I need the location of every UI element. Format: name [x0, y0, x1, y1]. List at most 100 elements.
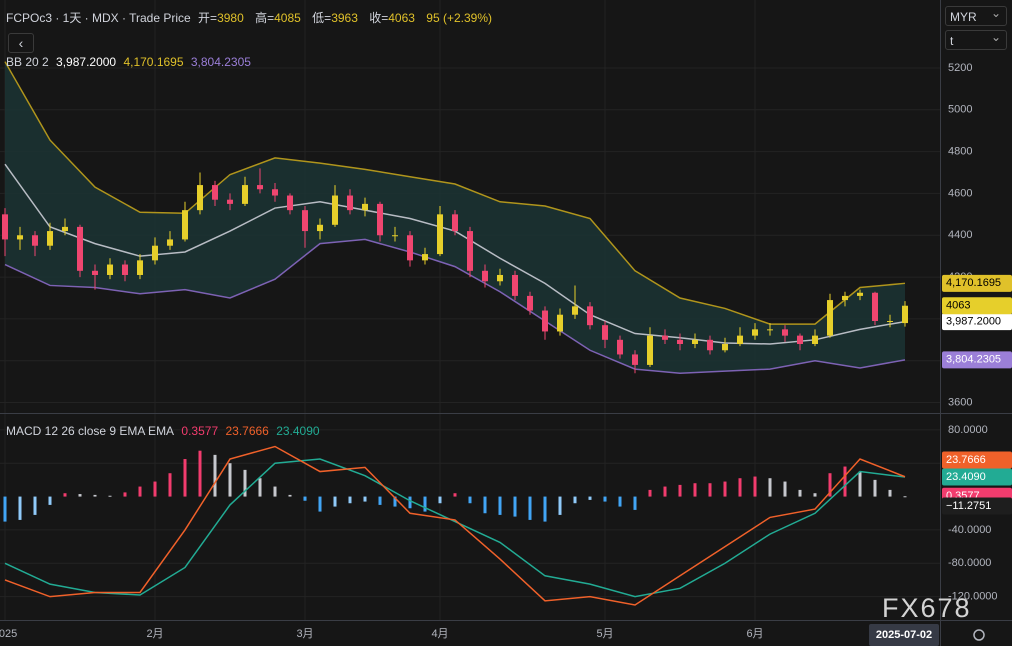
candle-body [272, 189, 278, 195]
ohlc-label: 低= [312, 11, 331, 25]
histogram-bar [139, 487, 142, 497]
candle-body [902, 306, 908, 323]
price-change: 95 (+2.39%) [426, 11, 492, 25]
bb-header: BB 20 2 3,987.2000 4,170.1695 3,804.2305 [6, 55, 255, 69]
back-button[interactable]: ‹ [8, 33, 34, 53]
y-tick-label: -40.0000 [948, 524, 991, 536]
candle-body [587, 306, 593, 325]
macd-value: 23.4090 [276, 424, 319, 438]
histogram-bar [109, 496, 112, 497]
candle-body [2, 214, 8, 239]
histogram-bar [319, 497, 322, 512]
histogram-bar [604, 497, 607, 502]
histogram-bar [799, 490, 802, 497]
ohlc-value: 4085 [274, 11, 301, 25]
candle-body [692, 340, 698, 344]
candle-body [287, 196, 293, 211]
candle-body [422, 254, 428, 260]
candle-body [752, 329, 758, 335]
candle-body [647, 336, 653, 365]
candle-body [632, 354, 638, 364]
candle-body [242, 185, 248, 204]
candle-body [737, 336, 743, 344]
candle-body [617, 340, 623, 355]
y-tick-label: 5200 [948, 62, 972, 74]
candle-body [17, 235, 23, 239]
y-tick-label: 3600 [948, 396, 972, 408]
chart-title: FCPOc3 · 1天 · MDX · Trade Price [6, 11, 191, 25]
histogram-bar [49, 497, 52, 505]
histogram-bar [199, 451, 202, 497]
candle-body [857, 293, 863, 296]
histogram-bar [499, 497, 502, 515]
ohlc-value: 4063 [388, 11, 415, 25]
currency-dropdown[interactable]: MYR [945, 6, 1007, 26]
ohlc-item: 低=3963 [312, 11, 362, 25]
bb-value: 3,804.2305 [191, 55, 251, 69]
x-tick-label: 4月 [431, 628, 448, 640]
macd-value: 23.7666 [225, 424, 268, 438]
histogram-bar [739, 478, 742, 496]
histogram-bar [769, 478, 772, 496]
histogram-bar [94, 495, 97, 497]
histogram-bar [859, 472, 862, 497]
histogram-bar [64, 493, 67, 496]
histogram-bar [574, 497, 577, 504]
histogram-bar [679, 485, 682, 497]
candle-body [137, 260, 143, 275]
candle-body [407, 235, 413, 260]
histogram-bar [169, 473, 172, 496]
candle-body [767, 329, 773, 330]
y-tick-label: 5000 [948, 104, 972, 116]
candle-body [602, 325, 608, 340]
candle-body [677, 340, 683, 344]
histogram-bar [424, 497, 427, 512]
ohlc-label: 收= [369, 11, 388, 25]
candle-body [782, 329, 788, 335]
histogram-bar [304, 497, 307, 501]
candle-body [452, 214, 458, 231]
histogram-bar [694, 483, 697, 496]
histogram-bar [889, 490, 892, 497]
histogram-bar [79, 494, 82, 497]
candle-body [302, 210, 308, 231]
histogram-bar [409, 497, 412, 509]
cursor-label: −11.2751 [946, 500, 991, 512]
unit: t [950, 34, 953, 48]
ohlc-item: 收=4063 [369, 11, 419, 25]
unit-dropdown[interactable]: t [945, 30, 1007, 50]
candle-body [557, 315, 563, 332]
x-tick-label: 2025 [0, 628, 17, 640]
y-tick-label: 4600 [948, 187, 972, 199]
histogram-bar [664, 487, 667, 497]
candle-body [467, 231, 473, 271]
histogram-bar [904, 496, 907, 497]
candle-body [182, 210, 188, 239]
x-tick-label: 6月 [746, 628, 763, 640]
candle-body [722, 344, 728, 350]
ohlc-value: 3963 [331, 11, 358, 25]
candle-body [542, 311, 548, 332]
histogram-bar [214, 455, 217, 497]
histogram-bar [289, 495, 292, 497]
histogram-bar [784, 482, 787, 497]
candle-body [662, 336, 668, 340]
candle-body [107, 265, 113, 275]
candle-body [812, 336, 818, 344]
watermark: FX678 [882, 593, 972, 623]
candle-body [317, 225, 323, 231]
histogram-bar [124, 492, 127, 496]
candle-body [842, 296, 848, 300]
histogram-bar [874, 480, 877, 497]
candle-body [197, 185, 203, 210]
candle-body [122, 265, 128, 275]
histogram-bar [154, 482, 157, 497]
candle-body [707, 340, 713, 350]
macd-value: 0.3577 [181, 424, 218, 438]
histogram-bar [724, 482, 727, 497]
candle-body [827, 300, 833, 336]
macd-axis-label: 23.7666 [946, 454, 986, 466]
histogram-bar [709, 483, 712, 496]
candle-body [227, 200, 233, 204]
